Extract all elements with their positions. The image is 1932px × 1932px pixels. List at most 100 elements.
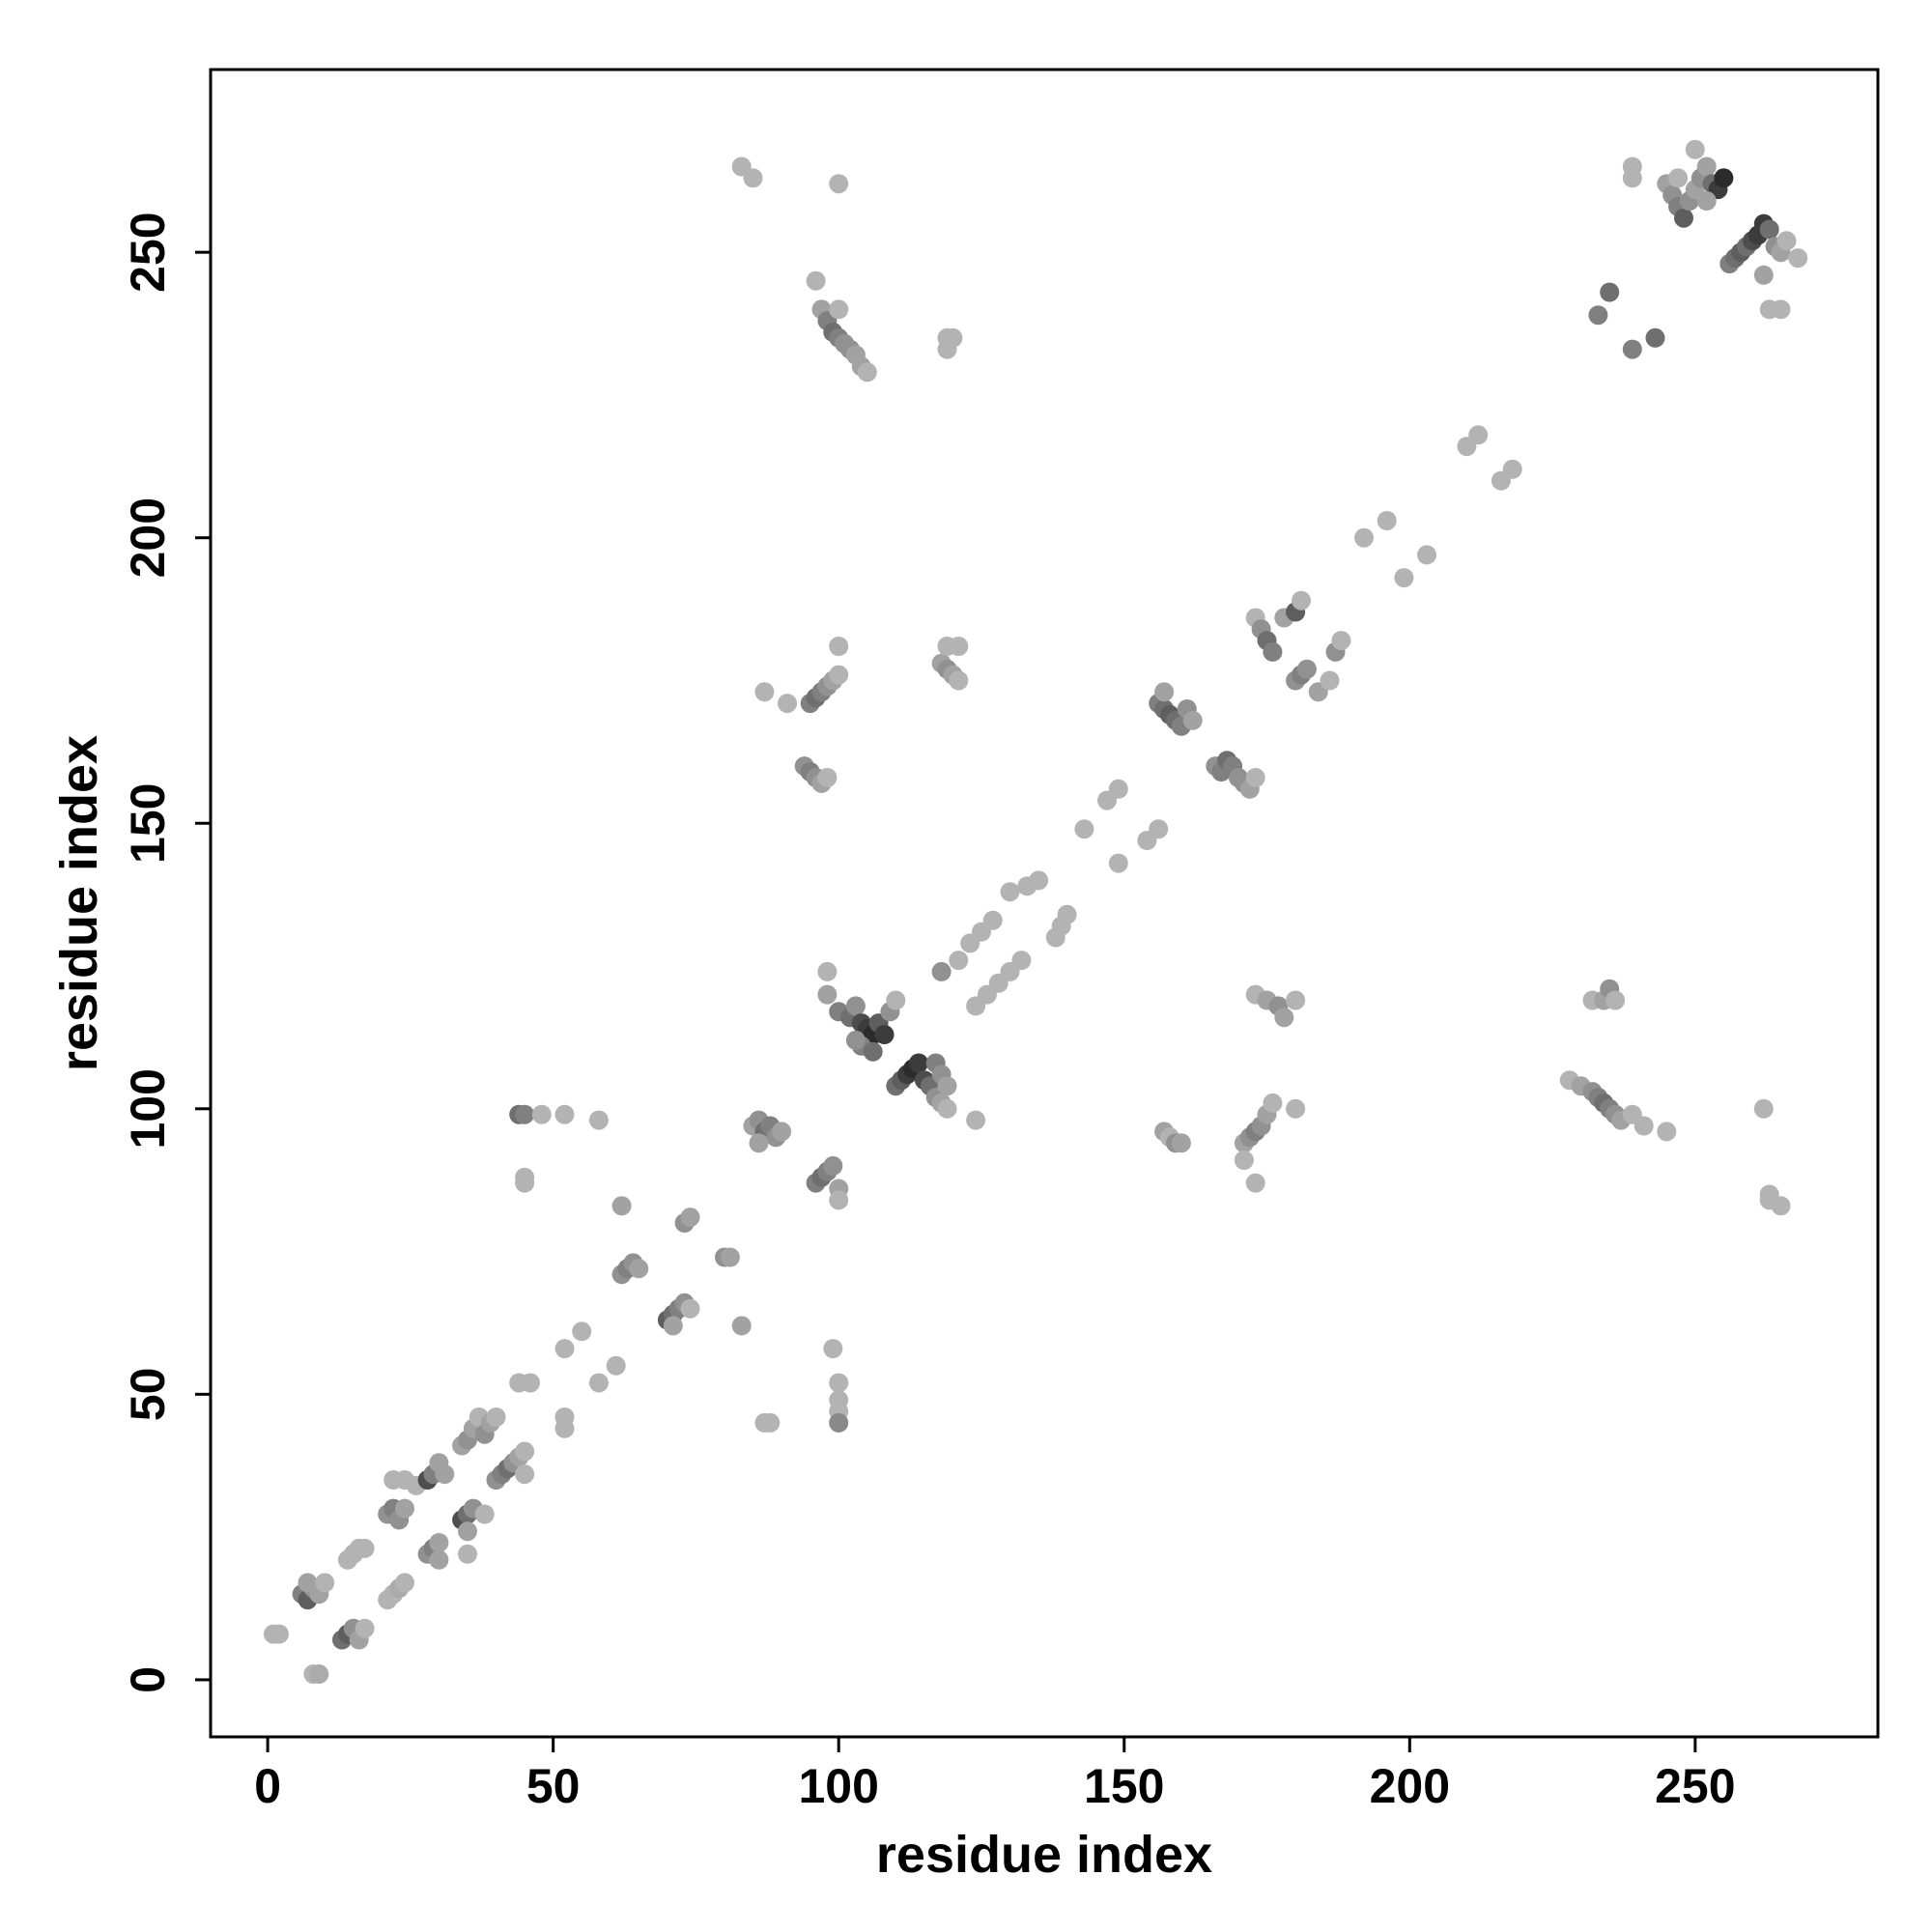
data-point	[515, 1173, 535, 1193]
data-point	[760, 1412, 781, 1433]
data-point	[1154, 682, 1175, 702]
data-point	[1714, 168, 1734, 188]
data-point	[1753, 1098, 1774, 1119]
x-axis: 0 50 100 150 200 250	[254, 1737, 1736, 1813]
data-point	[829, 1190, 849, 1210]
data-point	[486, 1407, 506, 1427]
data-point	[845, 996, 866, 1016]
data-point	[778, 694, 797, 714]
data-point	[1286, 1098, 1306, 1119]
data-point	[1274, 1008, 1294, 1028]
data-point	[1286, 990, 1306, 1010]
x-tick-label: 150	[1084, 1759, 1164, 1813]
data-point	[1588, 305, 1608, 326]
data-point	[1394, 568, 1414, 588]
data-point	[1074, 819, 1094, 839]
data-point	[949, 670, 969, 691]
data-point	[355, 1538, 375, 1558]
data-point	[1685, 139, 1705, 159]
data-point	[754, 682, 775, 702]
data-point	[1417, 545, 1436, 565]
data-point	[823, 1155, 843, 1176]
y-axis: 0 50 100 150 200 250	[121, 212, 211, 1693]
data-point	[1234, 1151, 1254, 1170]
data-point	[1245, 1173, 1265, 1193]
data-point	[1331, 631, 1351, 651]
data-point	[629, 1259, 649, 1279]
data-point	[1753, 265, 1774, 285]
data-point	[909, 1053, 928, 1073]
data-point	[1057, 904, 1077, 924]
data-point	[829, 1373, 849, 1393]
data-point	[1502, 459, 1522, 479]
points-layer	[264, 139, 1808, 1684]
data-point	[1622, 339, 1642, 359]
data-point	[1000, 882, 1020, 902]
x-tick-label: 250	[1655, 1759, 1735, 1813]
data-point	[829, 174, 849, 194]
data-point	[1788, 248, 1808, 269]
data-point	[1320, 670, 1340, 691]
data-point	[1296, 659, 1317, 679]
data-point	[1108, 779, 1128, 799]
data-point	[731, 1316, 752, 1336]
data-point	[743, 168, 763, 188]
data-point	[680, 1208, 700, 1228]
data-point	[937, 339, 957, 359]
x-tick-label: 50	[526, 1759, 581, 1813]
y-tick-label: 50	[121, 1368, 175, 1422]
data-point	[1759, 219, 1779, 240]
data-point	[1354, 527, 1374, 548]
data-point	[1771, 299, 1791, 320]
data-point	[572, 1321, 592, 1342]
data-point	[817, 961, 838, 981]
x-tick-label: 100	[798, 1759, 878, 1813]
data-point	[982, 910, 1003, 930]
data-point	[829, 1412, 849, 1433]
data-point	[1696, 191, 1717, 211]
data-point	[395, 1498, 414, 1519]
data-point	[269, 1624, 289, 1644]
data-point	[588, 1373, 609, 1393]
data-point	[1668, 168, 1689, 188]
data-point	[937, 1076, 957, 1096]
data-point	[474, 1504, 495, 1524]
data-point	[663, 1316, 683, 1336]
y-tick-label: 200	[121, 497, 175, 578]
y-tick-label: 100	[121, 1068, 175, 1149]
data-point	[1171, 1133, 1191, 1153]
data-point	[515, 1104, 535, 1124]
data-point	[829, 637, 849, 656]
data-point	[521, 1373, 540, 1393]
data-point	[1011, 951, 1032, 971]
data-point	[1245, 768, 1265, 787]
data-point	[395, 1573, 414, 1593]
data-point	[588, 1110, 609, 1130]
data-point	[1149, 819, 1169, 839]
y-tick-label: 250	[121, 212, 175, 292]
data-point	[1622, 168, 1642, 188]
data-point	[611, 1196, 632, 1216]
x-axis-title: residue index	[876, 1826, 1212, 1884]
data-point	[886, 990, 906, 1010]
data-point	[298, 1573, 318, 1593]
data-point	[1605, 990, 1626, 1010]
data-point	[1182, 710, 1203, 730]
data-point	[829, 299, 849, 320]
data-point	[829, 665, 849, 685]
data-point	[429, 1549, 449, 1570]
data-point	[1645, 327, 1665, 348]
data-point	[823, 1339, 843, 1359]
data-point	[680, 1298, 700, 1319]
data-point	[355, 1618, 375, 1638]
data-point	[1634, 1116, 1654, 1136]
data-point	[1696, 156, 1717, 177]
data-point	[1771, 1196, 1791, 1216]
data-point	[931, 961, 952, 981]
data-point	[817, 984, 838, 1005]
data-point	[429, 1533, 449, 1552]
data-point	[749, 1133, 769, 1153]
data-point	[309, 1664, 329, 1684]
data-point	[531, 1104, 552, 1124]
